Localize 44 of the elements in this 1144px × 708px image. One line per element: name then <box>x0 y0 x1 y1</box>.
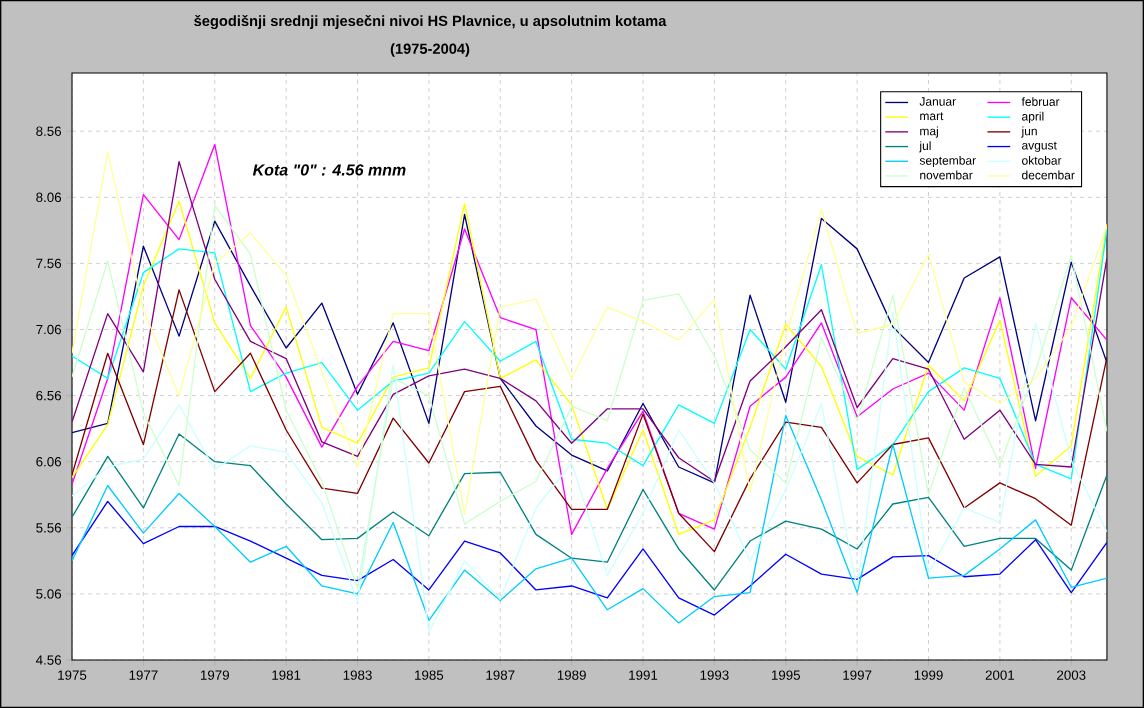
legend-label: februar <box>1021 97 1060 106</box>
chart-title: šegodišnji srednji mjesečni nivoi HS Plavnice, u apsolutnim kotama <box>194 14 667 30</box>
legend-label: oktobar <box>1022 155 1062 165</box>
y-tick-label: 4.56 <box>35 655 62 665</box>
x-tick-label: 1999 <box>914 670 943 680</box>
x-tick-label: 1993 <box>700 670 729 680</box>
legend-label: septembar <box>919 155 976 168</box>
line-series <box>72 433 1107 591</box>
y-tick-label: 5.56 <box>36 523 62 533</box>
legend-label: decembar <box>1022 170 1075 180</box>
y-tick-label: 8.56 <box>36 126 62 136</box>
x-tick-label: 2003 <box>1057 670 1086 680</box>
line-series <box>72 500 1107 616</box>
x-tick-label: 1979 <box>200 670 229 680</box>
chart-subtitle: (1975-2004) <box>390 43 470 57</box>
x-tick-label: 1975 <box>58 670 87 680</box>
x-tick-label: 1995 <box>771 670 801 680</box>
line-series <box>72 311 1107 633</box>
legend-label: april <box>1022 111 1044 124</box>
x-tick-label: 1977 <box>129 670 158 680</box>
legend-label: mart <box>920 112 944 121</box>
legend-label: jul <box>919 141 931 153</box>
x-tick-label: 1991 <box>629 670 658 680</box>
x-tick-label: 1997 <box>843 670 872 680</box>
y-tick-label: 7.56 <box>36 258 62 269</box>
line-series <box>72 414 1107 624</box>
legend-label: jun <box>1021 126 1037 138</box>
x-tick-label: 1985 <box>415 670 444 680</box>
x-tick-label: 1989 <box>557 670 586 680</box>
line-series <box>72 289 1107 553</box>
x-tick-label: 2001 <box>985 670 1015 680</box>
y-tick-label: 5.06 <box>36 589 62 599</box>
x-tick-label: 1981 <box>272 670 301 680</box>
y-tick-label: 6.06 <box>36 457 62 467</box>
y-tick-label: 8.06 <box>36 192 62 203</box>
legend-label: Januar <box>919 97 956 106</box>
x-tick-label: 1987 <box>486 670 515 680</box>
legend-label: avgust <box>1022 141 1057 152</box>
legend-label: maj <box>920 126 938 138</box>
y-tick-label: 6.56 <box>36 390 62 401</box>
legend-label: novembar <box>920 170 973 180</box>
annotation: Kota "0" : 4.56 mnm <box>252 164 406 176</box>
x-tick-label: 1983 <box>343 670 372 680</box>
y-tick-label: 7.06 <box>36 324 62 335</box>
